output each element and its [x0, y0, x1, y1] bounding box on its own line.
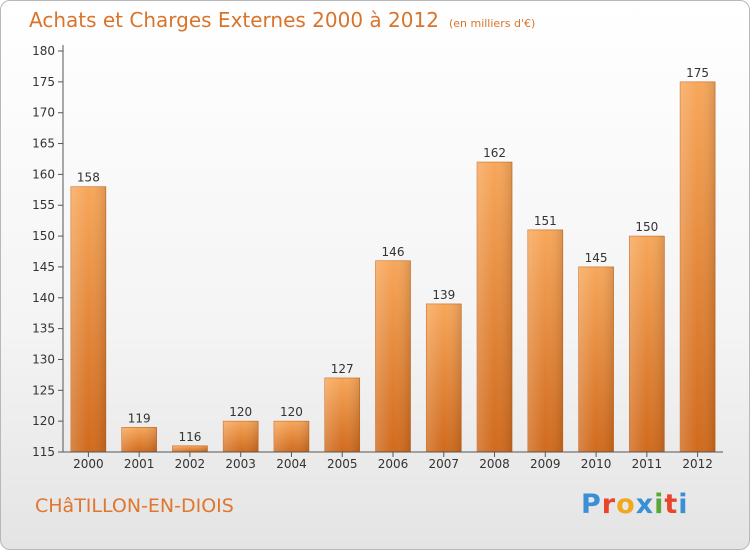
bar-shade: [680, 81, 716, 452]
chart-title-text: Achats et Charges Externes 2000 à 2012: [29, 8, 439, 32]
bar-shade: [527, 229, 563, 452]
bar-value-label: 158: [77, 171, 100, 185]
x-tick-label: 2011: [632, 457, 663, 471]
x-axis: 2000 2001 2002 2003 2004 2005 2006 2007 2008 2009…: [63, 451, 723, 471]
x-tick-label: 2007: [428, 457, 459, 471]
x-tick-label: 2004: [276, 457, 307, 471]
y-tick-label: 125: [32, 383, 55, 397]
x-tick-label: 2005: [327, 457, 358, 471]
x-tick-label: 2012: [682, 457, 713, 471]
x-tick-label: 2008: [479, 457, 510, 471]
bar-value-label: 162: [483, 146, 506, 160]
x-tick-label: 2006: [378, 457, 409, 471]
bar-value-label: 145: [585, 251, 608, 265]
y-tick-label: 180: [32, 44, 55, 58]
bar-value-label: 119: [128, 411, 151, 425]
y-axis: 115 120 125 130 135 140 145 150 155 160 165 170 175 1…: [32, 44, 64, 459]
bar-shade: [426, 303, 462, 452]
y-tick-label: 155: [32, 198, 55, 212]
bar-value-label: 150: [635, 220, 658, 234]
logo-letter: i: [654, 489, 665, 520]
bar-shade: [121, 427, 157, 452]
logo-letter: x: [635, 489, 655, 520]
chart-title: Achats et Charges Externes 2000 à 2012 (e…: [29, 8, 535, 32]
proxiti-logo: Proxiti: [581, 489, 689, 520]
y-tick-label: 150: [32, 229, 55, 243]
bar-shade: [578, 266, 614, 452]
y-tick-label: 130: [32, 352, 55, 366]
bar-shade: [629, 236, 665, 452]
bar-shade: [477, 162, 513, 453]
bar-value-label: 120: [280, 405, 303, 419]
bar-shade: [324, 377, 360, 452]
bar-value-label: 116: [178, 430, 201, 444]
x-tick-label: 2009: [530, 457, 561, 471]
bar-value-label: 127: [331, 362, 354, 376]
y-tick-label: 160: [32, 167, 55, 181]
x-tick-label: 2003: [225, 457, 256, 471]
x-tick-label: 2002: [175, 457, 206, 471]
bar-value-label: 175: [686, 66, 709, 80]
bar-value-label: 151: [534, 214, 557, 228]
x-tick-label: 2010: [581, 457, 612, 471]
y-tick-label: 140: [32, 291, 55, 305]
y-tick-label: 145: [32, 260, 55, 274]
bar-shade: [223, 421, 259, 452]
y-tick-label: 175: [32, 75, 55, 89]
x-tick-label: 2001: [124, 457, 155, 471]
logo-letter: t: [664, 489, 679, 520]
bar-value-label: 139: [432, 288, 455, 302]
logo-letter: i: [678, 489, 689, 520]
logo-letter: o: [616, 489, 636, 520]
bar-value-label: 120: [229, 405, 252, 419]
bar-shade: [172, 445, 208, 452]
bars: 158 119 116 120 120 127 146 139 162 151 145 150 175: [70, 66, 716, 453]
logo-letter: P: [581, 489, 602, 520]
bar-shade: [70, 186, 106, 452]
y-tick-label: 115: [32, 445, 55, 459]
bar-shade: [273, 421, 309, 452]
y-tick-label: 170: [32, 106, 55, 120]
y-tick-label: 135: [32, 322, 55, 336]
chart-subtitle: (en milliers d'€): [448, 17, 536, 30]
x-tick-label: 2000: [73, 457, 104, 471]
y-tick-label: 120: [32, 414, 55, 428]
logo-letter: r: [601, 489, 617, 520]
bar-value-label: 146: [382, 245, 405, 259]
y-tick-label: 165: [32, 137, 55, 151]
bar-shade: [375, 260, 411, 452]
commune-name: CHâTILLON-EN-DIOIS: [35, 495, 234, 517]
